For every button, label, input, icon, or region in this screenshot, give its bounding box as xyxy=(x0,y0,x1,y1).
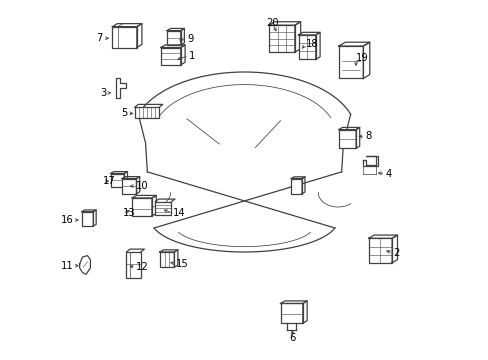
Text: 20: 20 xyxy=(266,18,278,28)
Text: 10: 10 xyxy=(136,181,148,191)
Text: 18: 18 xyxy=(305,39,318,49)
Text: 15: 15 xyxy=(176,258,188,269)
Text: 19: 19 xyxy=(355,53,368,63)
Text: 2: 2 xyxy=(392,248,399,258)
Bar xyxy=(161,48,181,65)
Text: 13: 13 xyxy=(122,208,135,218)
Bar xyxy=(280,303,302,323)
Text: 1: 1 xyxy=(188,51,195,61)
Bar xyxy=(368,238,391,263)
Bar xyxy=(167,31,181,45)
Text: 7: 7 xyxy=(97,33,103,43)
Text: 6: 6 xyxy=(288,333,295,343)
Text: 11: 11 xyxy=(61,261,73,271)
Bar xyxy=(160,252,174,267)
Bar xyxy=(112,27,137,48)
Bar xyxy=(81,212,93,226)
Bar xyxy=(298,35,315,59)
Bar xyxy=(132,198,152,216)
Text: 5: 5 xyxy=(121,108,127,118)
Text: 17: 17 xyxy=(103,176,116,186)
Bar xyxy=(122,179,136,194)
Text: 3: 3 xyxy=(100,88,106,98)
Bar xyxy=(126,252,141,278)
Text: 8: 8 xyxy=(365,131,370,141)
Bar xyxy=(155,202,171,215)
Bar xyxy=(338,46,363,78)
Bar xyxy=(291,179,302,194)
Text: 16: 16 xyxy=(61,215,73,225)
Bar xyxy=(134,107,159,118)
Text: 12: 12 xyxy=(136,262,148,272)
Text: 9: 9 xyxy=(186,33,193,44)
Bar xyxy=(110,174,124,187)
Bar xyxy=(268,25,294,52)
Text: 14: 14 xyxy=(172,208,185,218)
Bar xyxy=(338,130,355,148)
Text: 4: 4 xyxy=(385,168,391,179)
